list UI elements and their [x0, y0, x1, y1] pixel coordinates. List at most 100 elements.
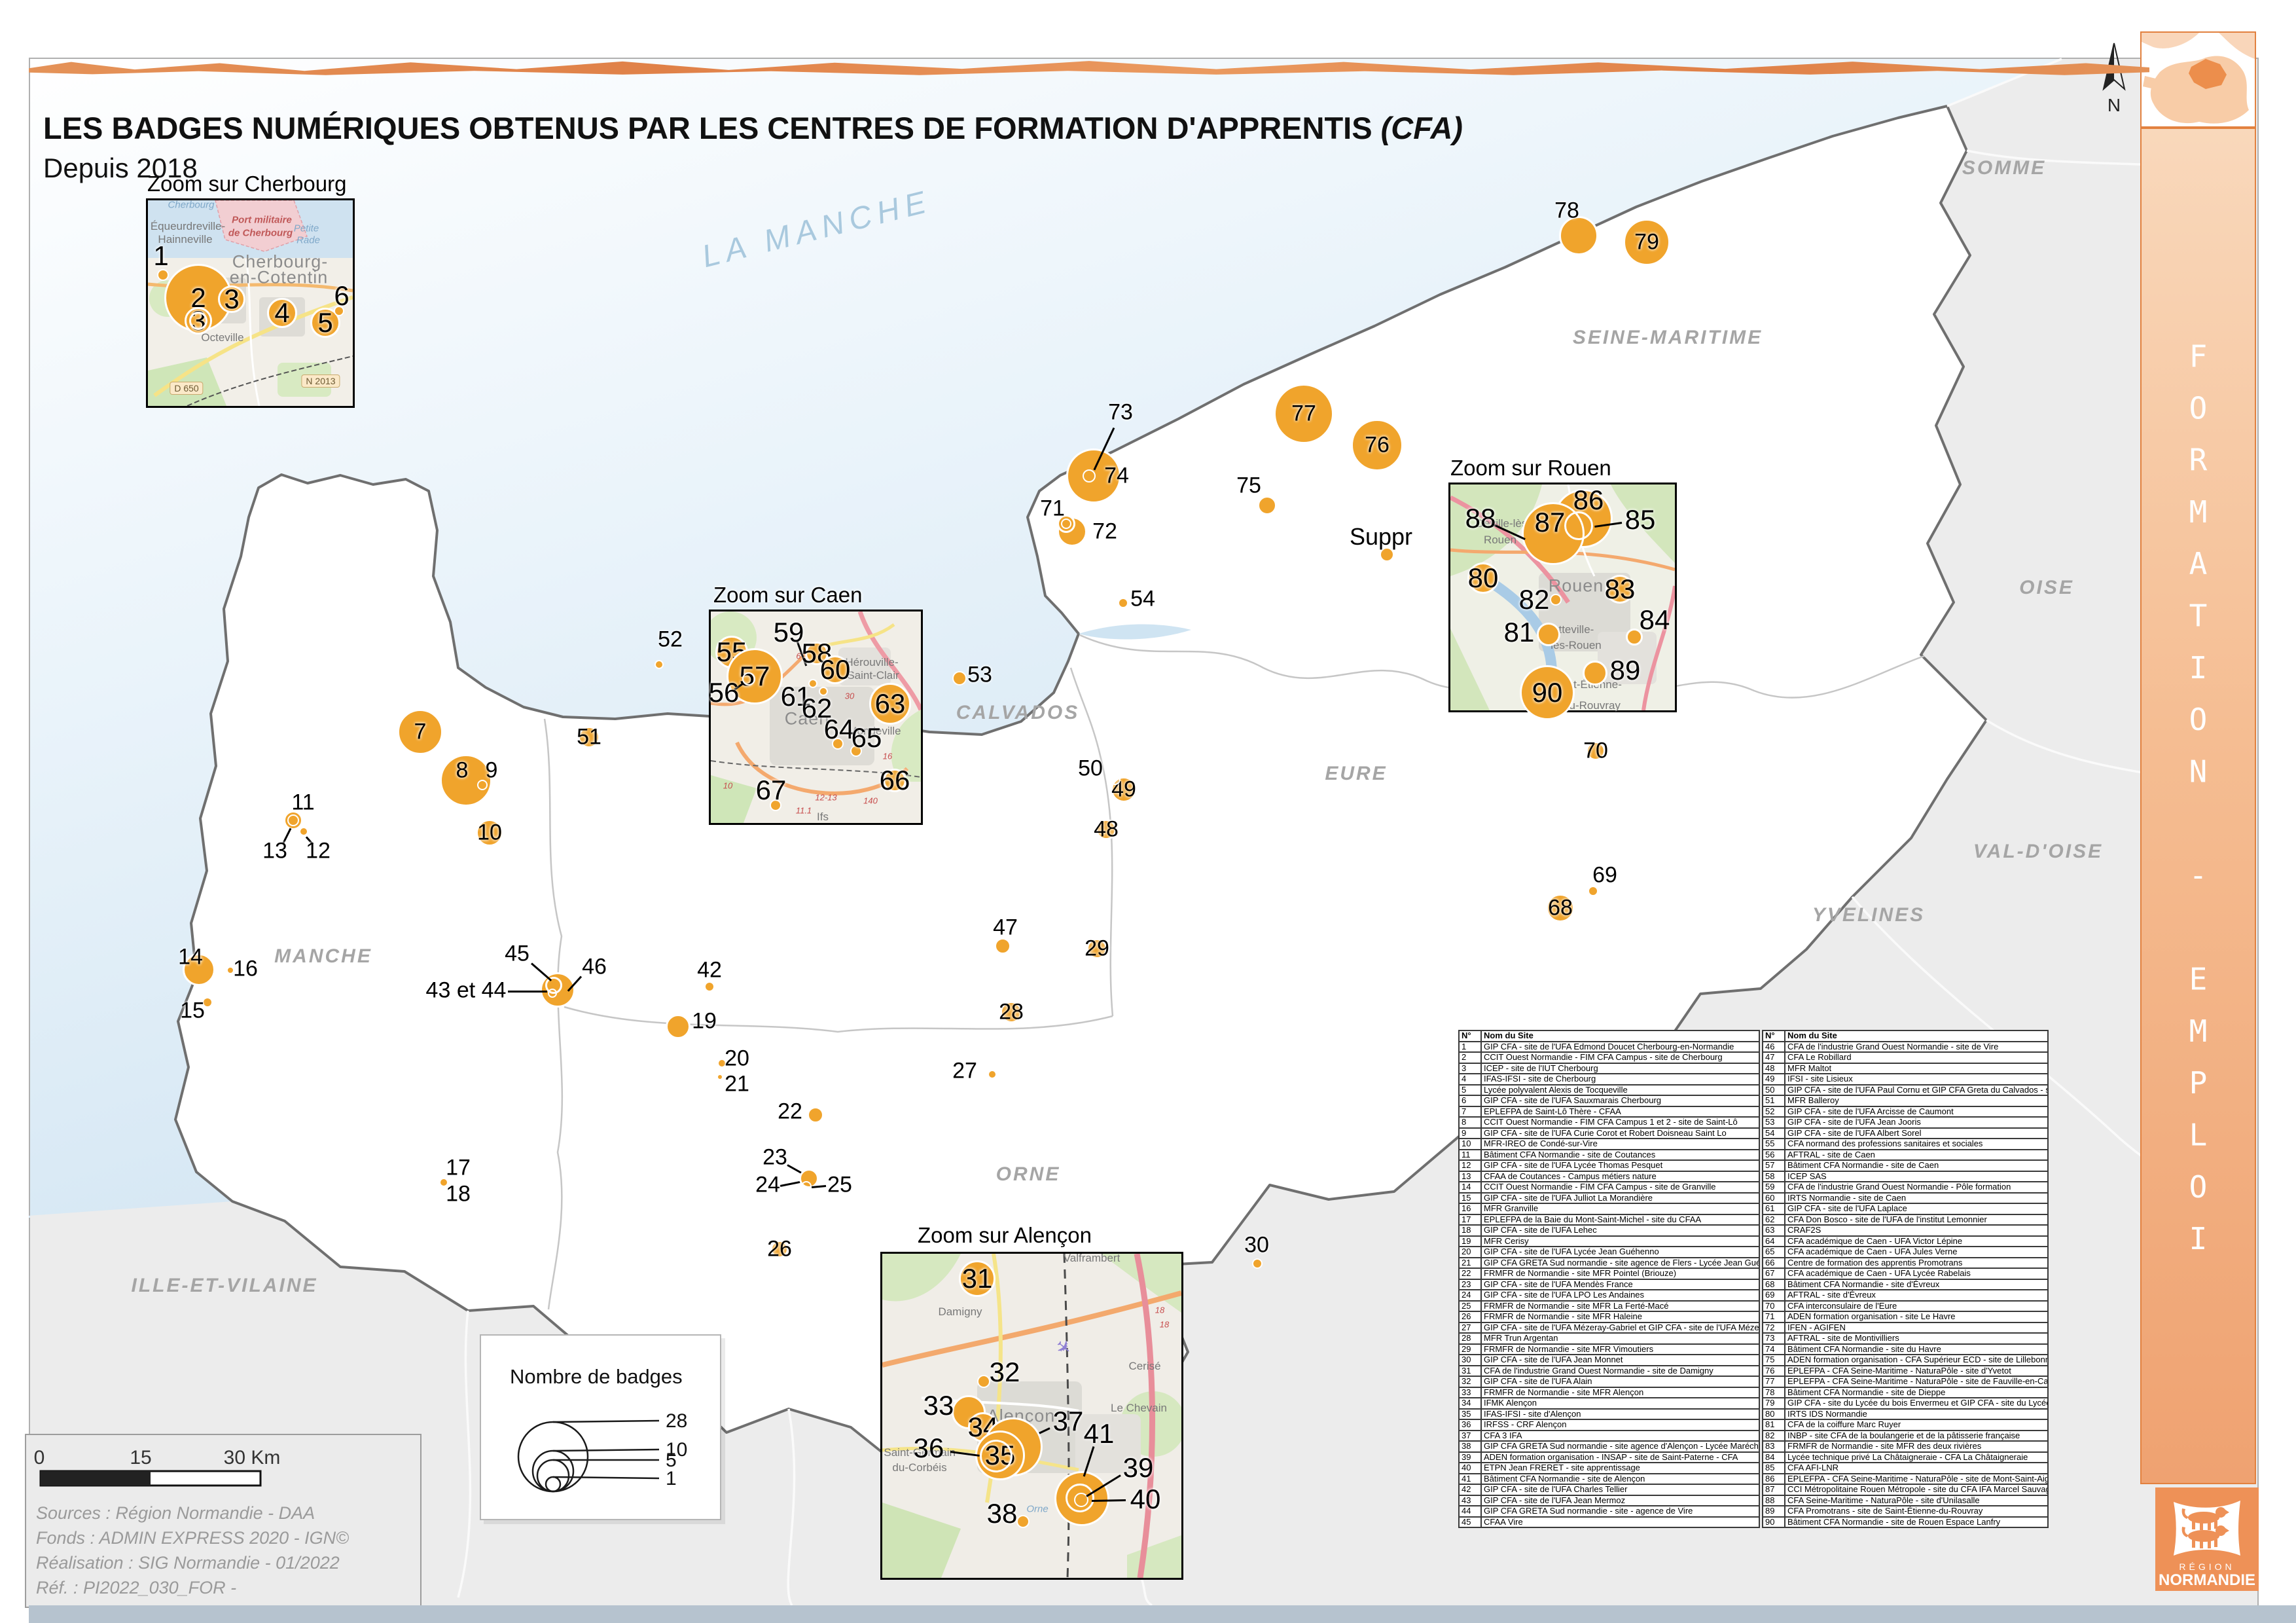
svg-text:5: 5	[666, 1450, 677, 1471]
site-name-cell: Lycée technique privé La Châtaigneraie -…	[1784, 1451, 2049, 1463]
site-name-cell: GIP CFA GRETA Sud normandie - site agenc…	[1480, 1256, 1760, 1269]
site-name-cell: GIP CFA GRETA Sud normandie - site - age…	[1480, 1505, 1760, 1518]
site-number-cell: 89	[1762, 1505, 1785, 1518]
site-number-cell: 71	[1762, 1311, 1785, 1323]
site-row: 28 MFR Trun Argentan	[1458, 1332, 1760, 1345]
site-name-cell: GIP CFA - site de l'UFA Arcisse de Caumo…	[1784, 1105, 2049, 1118]
site-name-cell: GIP CFA - site de l'UFA Edmond Doucet Ch…	[1480, 1040, 1760, 1053]
site-name-cell: IFAS-IFSI - site d'Alençon	[1480, 1408, 1760, 1420]
site-row: 81 CFA de la coiffure Marc Ruyer	[1762, 1419, 2049, 1431]
site-number-cell: 51	[1762, 1095, 1785, 1107]
site-number-cell: 6	[1458, 1095, 1482, 1107]
site-name-cell: GIP CFA - site de l'UFA Mézeray-Gabriel …	[1480, 1321, 1760, 1334]
site-number-cell: 64	[1762, 1235, 1785, 1247]
banner-text: FORMATION - EMPLOI	[2180, 338, 2216, 1273]
site-row: 21 GIP CFA GRETA Sud normandie - site age…	[1458, 1256, 1760, 1269]
logo-region-text: RÉGION	[2179, 1561, 2234, 1572]
site-row: 45 CFAA Vire	[1458, 1516, 1760, 1528]
compass-n-label: N	[2108, 95, 2121, 115]
site-number-cell: 78	[1762, 1386, 1785, 1398]
site-name-cell: Bâtiment CFA Normandie - site de Rouen E…	[1784, 1516, 2049, 1528]
site-name-cell: GIP CFA - site de l'UFA Lycée Thomas Pes…	[1480, 1159, 1760, 1172]
site-row: 61 GIP CFA - site de l'UFA Laplace	[1762, 1203, 2049, 1215]
site-name-cell: ETPN Jean FRERET - site apprentissage	[1480, 1462, 1760, 1474]
site-row: 78 Bâtiment CFA Normandie - site de Diepp…	[1762, 1386, 2049, 1398]
site-number-cell: 7	[1458, 1105, 1482, 1118]
site-row: 20 GIP CFA - site de l'UFA Lycée Jean Gué…	[1458, 1246, 1760, 1258]
site-row: 7 EPLEFPA de Saint-Lô Thère - CFAA	[1458, 1105, 1760, 1118]
site-name-cell: MFR Trun Argentan	[1480, 1332, 1760, 1345]
site-number-cell: 75	[1762, 1354, 1785, 1366]
bottom-strip	[29, 1605, 2296, 1623]
site-row: 79 GIP CFA - site du Lycée du bois Enverm…	[1762, 1397, 2049, 1410]
site-number-cell: 49	[1762, 1073, 1785, 1085]
site-name-cell: ADEN formation organisation - INSAP - si…	[1480, 1451, 1760, 1463]
site-name-cell: CFA Seine-Maritime - NaturaPôle - site d…	[1784, 1494, 2049, 1506]
site-name-cell: AFTRAL - site de Caen	[1784, 1148, 2049, 1161]
site-name-cell: GIP CFA - site de l'UFA Curie Corot et R…	[1480, 1127, 1760, 1139]
site-name-cell: CFA académique de Caen - UFA Victor Lépi…	[1784, 1235, 2049, 1247]
site-name-cell: ADEN formation organisation - CFA Supéri…	[1784, 1354, 2049, 1366]
site-name-cell: MFR Granville	[1480, 1203, 1760, 1215]
site-row: 56 AFTRAL - site de Caen	[1762, 1148, 2049, 1161]
site-row: 15 GIP CFA - site de l'UFA Julliot La Mor…	[1458, 1192, 1760, 1204]
site-row: 49 IFSI - site Lisieux	[1762, 1073, 2049, 1085]
site-row: 55 CFA normand des professions sanitaires…	[1762, 1138, 2049, 1150]
site-number-cell: 90	[1762, 1516, 1785, 1528]
site-row: 10 MFR-IREO de Condé-sur-Vire	[1458, 1138, 1760, 1150]
site-number-cell: 60	[1762, 1192, 1785, 1204]
site-row: 59 CFA de l'industrie Grand Ouest Normand…	[1762, 1181, 2049, 1194]
site-row: 40 ETPN Jean FRERET - site apprentissage	[1458, 1462, 1760, 1474]
inset-alencon	[880, 1252, 1186, 1580]
site-number-cell: 48	[1762, 1062, 1785, 1074]
page-subtitle: Depuis 2018	[43, 153, 198, 183]
site-row: 4 IFAS-IFSI - site de Cherbourg	[1458, 1073, 1760, 1085]
site-row: 80 IRTS IDS Normandie	[1762, 1408, 2049, 1420]
site-name-cell: GIP CFA - site de l'UFA Jean Mermoz	[1480, 1494, 1760, 1506]
site-name-cell: IFEN - AGIFEN	[1784, 1321, 2049, 1334]
site-name-cell: MFR-IREO de Condé-sur-Vire	[1480, 1138, 1760, 1150]
site-number-cell: 73	[1762, 1332, 1785, 1345]
site-number-cell: 43	[1458, 1494, 1482, 1506]
site-number-cell: 31	[1458, 1364, 1482, 1377]
site-row: 30 GIP CFA - site de l'UFA Jean Monnet	[1458, 1354, 1760, 1366]
site-name-cell: CFA Don Bosco - site de l'UFA de l'insti…	[1784, 1213, 2049, 1226]
site-number-cell: 76	[1762, 1364, 1785, 1377]
scale-bar	[39, 1470, 262, 1487]
site-row: 34 IFMK Alençon	[1458, 1397, 1760, 1410]
site-row: 6 GIP CFA - site de l'UFA Sauxmarais Cher…	[1458, 1095, 1760, 1107]
page-title: LES BADGES NUMÉRIQUES OBTENUS PAR LES CE…	[43, 111, 1463, 145]
site-row: 36 IRFSS - CRF Alençon	[1458, 1419, 1760, 1431]
site-name-cell: Bâtiment CFA Normandie - site du Havre	[1784, 1343, 2049, 1355]
site-name-cell: IRFSS - CRF Alençon	[1480, 1419, 1760, 1431]
site-name-cell: CCIT Ouest Normandie - FIM CFA Campus 1 …	[1480, 1116, 1760, 1129]
site-number-cell: 30	[1458, 1354, 1482, 1366]
site-row: 77 EPLEFPA - CFA Seine-Maritime - NaturaP…	[1762, 1376, 2049, 1388]
lion-icon	[2181, 1507, 2229, 1530]
site-row: 48 MFR Maltot	[1762, 1062, 2049, 1074]
site-name-cell: CCI Métropolitaine Rouen Métropole - sit…	[1784, 1484, 2049, 1496]
site-number-cell: 20	[1458, 1246, 1482, 1258]
site-row: 26 FRMFR de Normandie - site MFR Haleine	[1458, 1311, 1760, 1323]
site-number-cell: 61	[1762, 1203, 1785, 1215]
site-name-cell: EPLEFPA - CFA Seine-Maritime - NaturaPôl…	[1784, 1364, 2049, 1377]
site-number-cell: 45	[1458, 1516, 1482, 1528]
site-number-cell: 54	[1762, 1127, 1785, 1139]
site-row: 53 GIP CFA - site de l'UFA Jean Jooris	[1762, 1116, 2049, 1129]
sources-panel: 0 15 30 Km Sources : Région Normandie - …	[25, 1434, 422, 1622]
site-name-cell: CFA académique de Caen - UFA Jules Verne	[1784, 1246, 2049, 1258]
site-number-cell: 39	[1458, 1451, 1482, 1463]
site-number-cell: 52	[1762, 1105, 1785, 1118]
site-name-cell: IRTS Normandie - site de Caen	[1784, 1192, 2049, 1204]
site-row: 8 CCIT Ouest Normandie - FIM CFA Campus 1…	[1458, 1116, 1760, 1129]
site-name-cell: EPLEFPA de Saint-Lô Thère - CFAA	[1480, 1105, 1760, 1118]
site-row: 75 ADEN formation organisation - CFA Supé…	[1762, 1354, 2049, 1366]
table-header: N°	[1762, 1030, 1785, 1042]
site-number-cell: 16	[1458, 1203, 1482, 1215]
logo-name-text: NORMANDIE	[2159, 1571, 2255, 1589]
site-row: 88 CFA Seine-Maritime - NaturaPôle - site…	[1762, 1494, 2049, 1506]
site-row: 90 Bâtiment CFA Normandie - site de Rouen…	[1762, 1516, 2049, 1528]
sources-text: Sources : Région Normandie - DAA Fonds :…	[36, 1503, 350, 1622]
site-row: 69 AFTRAL - site d'Évreux	[1762, 1289, 2049, 1302]
